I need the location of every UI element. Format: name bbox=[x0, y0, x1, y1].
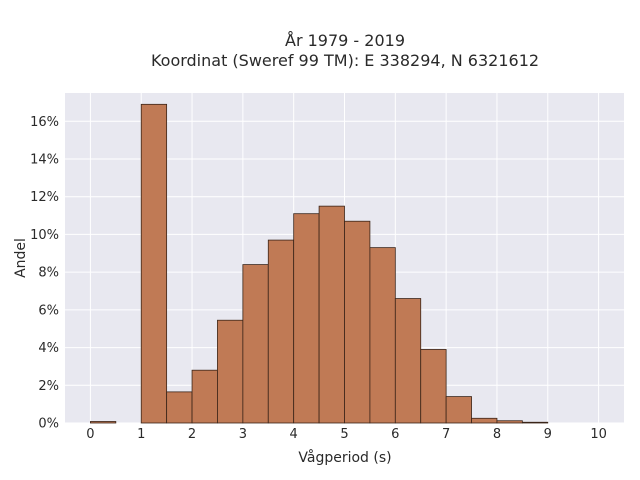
x-tick-label: 7 bbox=[442, 427, 450, 442]
x-tick-label: 8 bbox=[493, 427, 501, 442]
x-tick-label: 10 bbox=[590, 427, 607, 442]
y-tick-label: 0% bbox=[38, 417, 59, 432]
y-tick-label: 10% bbox=[30, 228, 59, 243]
histogram-bar bbox=[521, 421, 549, 424]
histogram-bar bbox=[369, 247, 396, 424]
histogram-bar bbox=[293, 213, 320, 424]
histogram-bar bbox=[496, 420, 523, 424]
y-tick-label: 6% bbox=[38, 303, 59, 318]
histogram-bar bbox=[217, 319, 244, 424]
x-tick-label: 9 bbox=[544, 427, 552, 442]
x-axis-ticks: 0 1 2 3 4 5 6 7 8 9 10 bbox=[86, 427, 607, 442]
histogram-bar bbox=[242, 264, 269, 424]
chart-title-line2: Koordinat (Sweref 99 TM): E 338294, N 63… bbox=[151, 51, 539, 70]
histogram-bar bbox=[191, 369, 218, 424]
histogram-bar bbox=[394, 298, 422, 424]
x-tick-label: 3 bbox=[239, 427, 247, 442]
histogram-bar bbox=[90, 421, 117, 424]
x-axis-label: Vågperiod (s) bbox=[298, 449, 391, 466]
chart-title-line1: År 1979 - 2019 bbox=[285, 31, 405, 50]
y-axis-ticks: 0% 2% 4% 6% 8% 10% 12% 14% 16% bbox=[30, 115, 59, 432]
histogram-bar bbox=[471, 417, 498, 424]
histogram-bar bbox=[267, 239, 295, 424]
y-tick-label: 14% bbox=[30, 153, 59, 168]
histogram-bar bbox=[166, 391, 193, 424]
x-tick-label: 6 bbox=[391, 427, 399, 442]
y-tick-label: 8% bbox=[38, 266, 59, 281]
histogram-bar bbox=[445, 396, 472, 424]
histogram-bar bbox=[140, 103, 168, 424]
x-tick-label: 5 bbox=[340, 427, 348, 442]
y-tick-label: 16% bbox=[30, 115, 59, 130]
histogram-bar bbox=[318, 205, 345, 424]
histogram-bar bbox=[420, 349, 447, 424]
histogram-bar bbox=[344, 220, 371, 424]
y-tick-label: 2% bbox=[38, 379, 59, 394]
x-tick-label: 0 bbox=[86, 427, 94, 442]
x-tick-label: 1 bbox=[137, 427, 145, 442]
x-tick-label: 2 bbox=[188, 427, 196, 442]
y-tick-label: 4% bbox=[38, 341, 59, 356]
bars bbox=[90, 103, 549, 424]
y-axis-label: Andel bbox=[13, 238, 29, 278]
y-tick-label: 12% bbox=[30, 190, 59, 205]
x-tick-label: 4 bbox=[290, 427, 298, 442]
